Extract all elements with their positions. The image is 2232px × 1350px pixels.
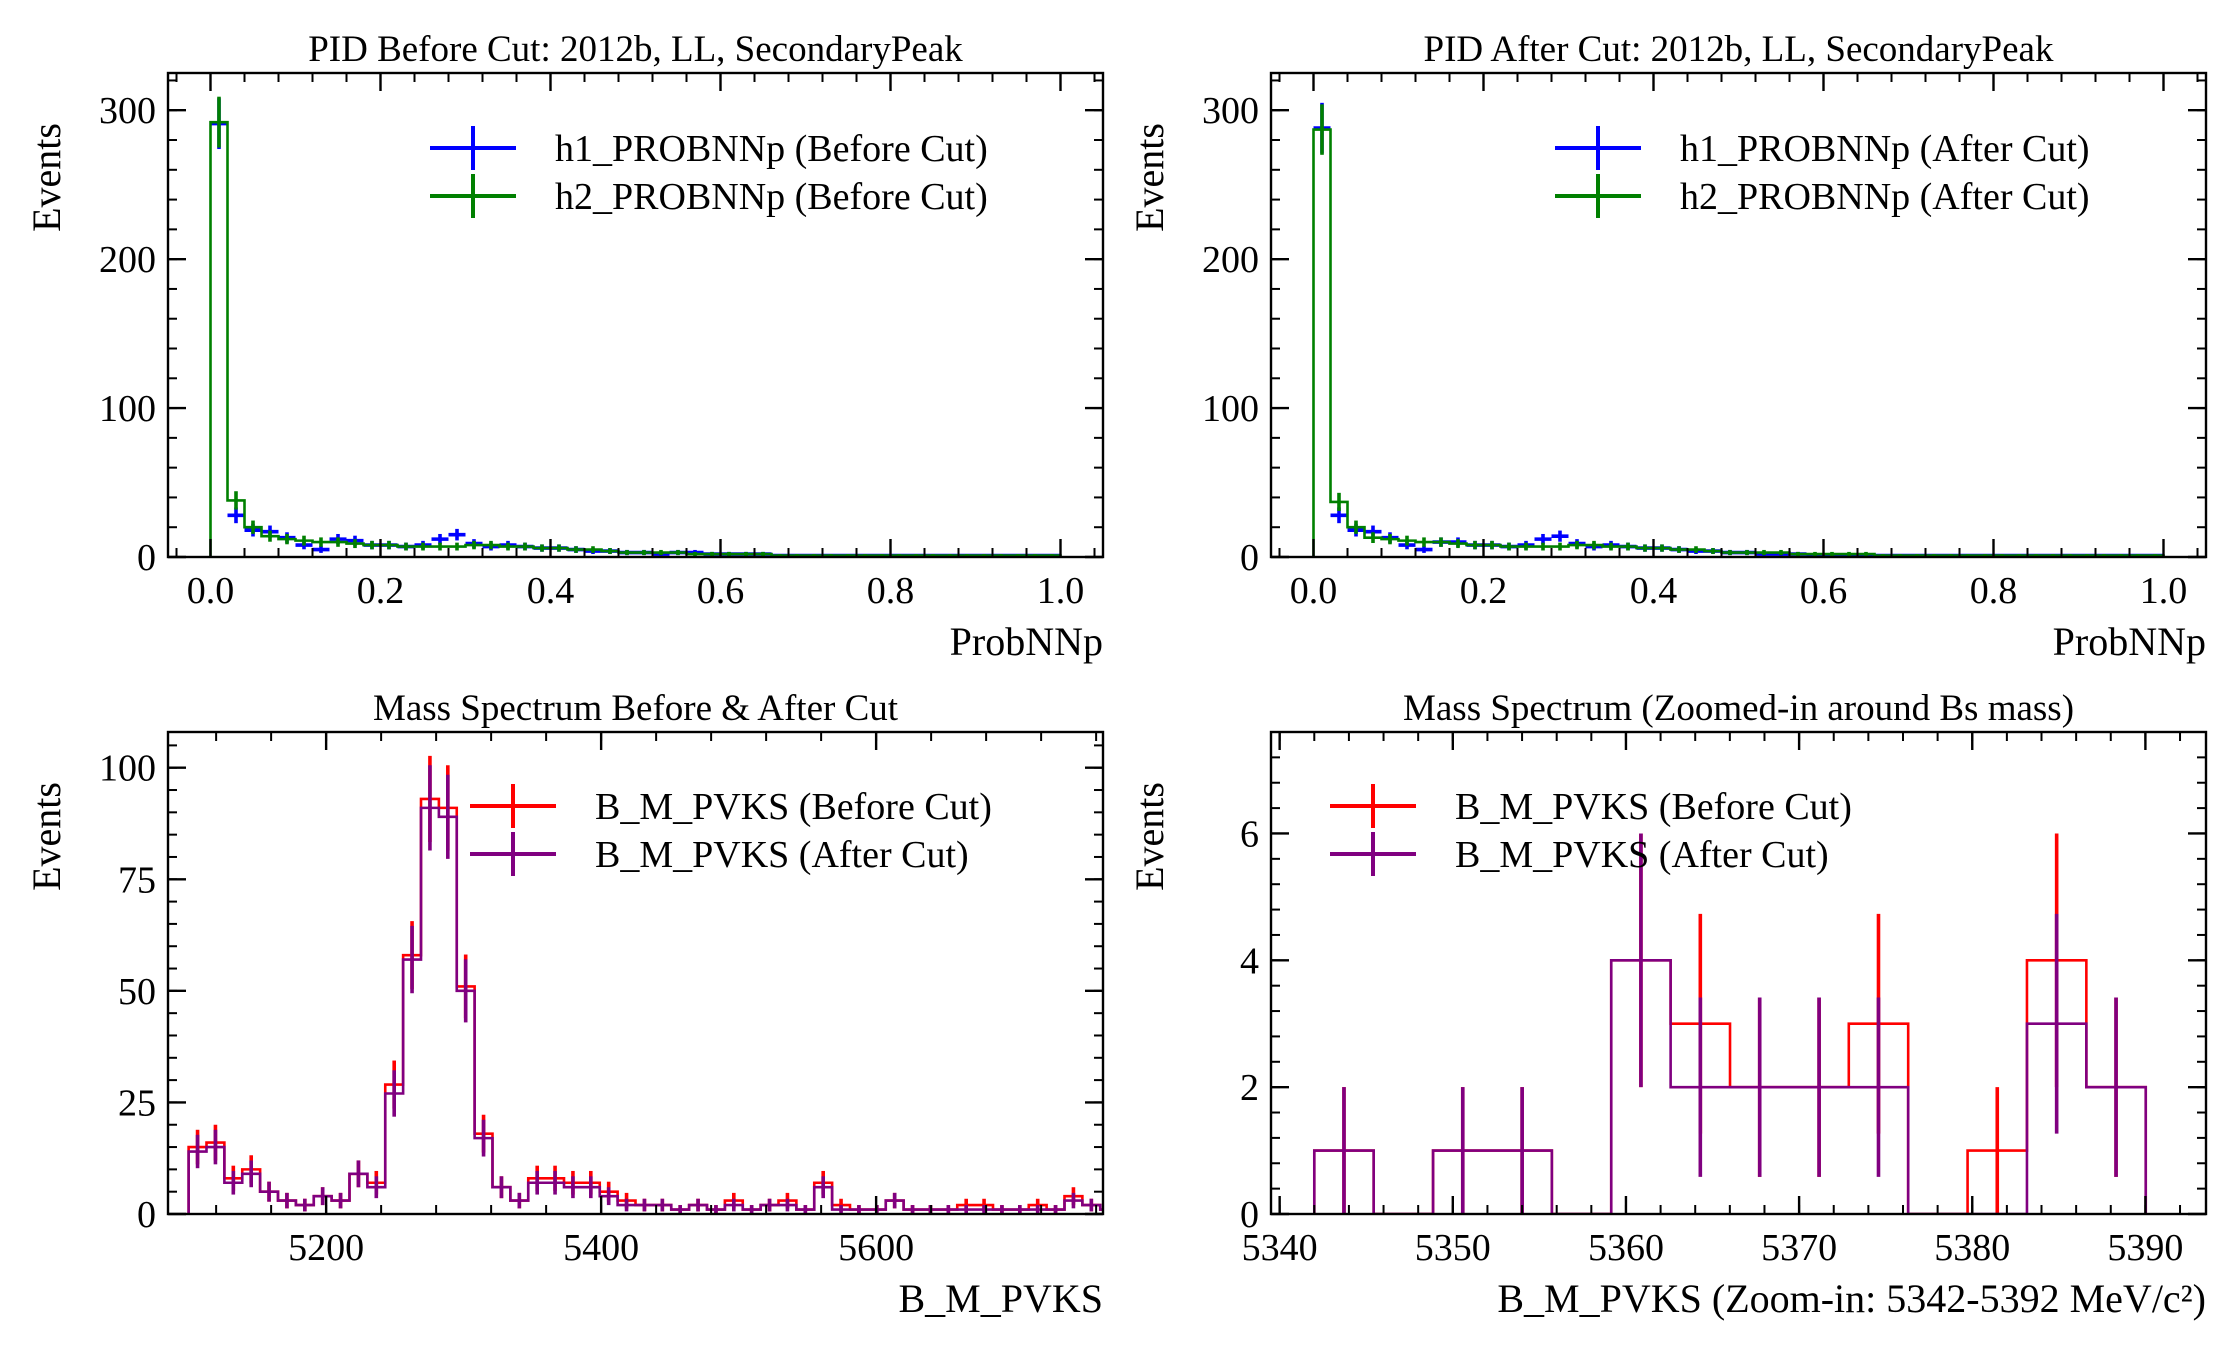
x-tick-label: 5360 — [1588, 1227, 1664, 1269]
series-1 — [1312, 833, 2148, 1214]
y-tick-label: 50 — [118, 971, 156, 1013]
x-axis-label: ProbNNp — [950, 619, 1103, 664]
x-tick-label: 1.0 — [1037, 570, 1085, 612]
series-step-line — [1312, 959, 2148, 1214]
axes-frame — [1269, 730, 2208, 1216]
chart-title: Mass Spectrum Before & After Cut — [373, 688, 899, 729]
x-tick-label: 1.0 — [2140, 570, 2188, 612]
legend-label: B_M_PVKS (After Cut) — [595, 834, 969, 876]
series-1 — [1312, 104, 2165, 557]
x-tick-label: 0.4 — [527, 570, 575, 612]
y-tick-label: 0 — [137, 537, 156, 579]
x-tick-label: 0.2 — [357, 570, 405, 612]
axes-frame — [1269, 71, 2208, 559]
x-tick-label: 5390 — [2107, 1227, 2183, 1269]
legend-entry: h1_PROBNNp (After Cut) — [1555, 126, 2090, 170]
y-tick-label: 100 — [1202, 388, 1259, 430]
legend-label: h1_PROBNNp (Before Cut) — [555, 128, 988, 170]
x-tick-label: 5340 — [1242, 1227, 1318, 1269]
y-axis-label: Events — [1127, 123, 1172, 232]
x-tick-label: 0.2 — [1460, 570, 1508, 612]
x-axis-label: ProbNNp — [2053, 619, 2206, 664]
x-tick-label: 5370 — [1761, 1227, 1837, 1269]
x-tick-label: 0.0 — [1290, 570, 1338, 612]
series-0 — [1312, 833, 2148, 1214]
y-tick-label: 300 — [99, 90, 156, 132]
y-tick-label: 0 — [1240, 537, 1259, 579]
y-tick-label: 0 — [137, 1194, 156, 1236]
x-tick-label: 5350 — [1415, 1227, 1491, 1269]
x-axis-label: B_M_PVKS (Zoom-in: 5342-5392 MeV/c²) — [1497, 1276, 2206, 1321]
chart-mass-spectrum: 5200 5400 5600 0 25 50 75 100 Mass Spectrum Befo… — [24, 688, 1105, 1321]
legend-label: B_M_PVKS (After Cut) — [1455, 834, 1829, 876]
y-tick-label: 200 — [1202, 239, 1259, 281]
x-tick-label: 0.8 — [867, 570, 915, 612]
y-axis-label: Events — [24, 782, 69, 891]
y-tick-label: 100 — [99, 388, 156, 430]
x-axis-label: B_M_PVKS — [898, 1276, 1103, 1321]
chart-pid-before-cut: 0.0 0.2 0.4 0.6 0.8 1.0 0 100 200 300 PID Before C… — [24, 29, 1105, 664]
y-tick-label: 4 — [1240, 940, 1259, 982]
chart-title: PID Before Cut: 2012b, LL, SecondaryPeak — [308, 29, 963, 70]
x-tick-label: 5400 — [563, 1227, 639, 1269]
legend-label: h1_PROBNNp (After Cut) — [1680, 128, 2090, 170]
chart-pid-after-cut: 0.0 0.2 0.4 0.6 0.8 1.0 0 100 200 300 PID After Cu… — [1127, 29, 2208, 664]
series-1 — [187, 765, 1103, 1214]
legend-entry: B_M_PVKS (After Cut) — [1330, 832, 1829, 876]
y-tick-label: 75 — [118, 859, 156, 901]
legend-entry: h2_PROBNNp (Before Cut) — [430, 174, 988, 218]
x-tick-label: 5600 — [838, 1227, 914, 1269]
y-tick-label: 0 — [1240, 1194, 1259, 1236]
y-tick-label: 200 — [99, 239, 156, 281]
series-0 — [1313, 102, 2164, 557]
y-tick-label: 6 — [1240, 813, 1259, 855]
legend-entry: B_M_PVKS (Before Cut) — [1330, 784, 1852, 828]
chart-title: Mass Spectrum (Zoomed-in around Bs mass) — [1403, 688, 2074, 729]
series-1 — [209, 96, 1062, 557]
y-tick-label: 2 — [1240, 1067, 1259, 1109]
legend-label: B_M_PVKS (Before Cut) — [595, 786, 992, 828]
chart-mass-spectrum-zoom: 5340 5350 5360 5370 5380 5390 0 2 4 6 Mass Spectru… — [1127, 688, 2208, 1321]
y-tick-label: 100 — [99, 748, 156, 790]
x-tick-label: 0.4 — [1630, 570, 1678, 612]
legend-label: B_M_PVKS (Before Cut) — [1455, 786, 1852, 828]
x-tick-label: 0.8 — [1970, 570, 2018, 612]
x-tick-label: 0.6 — [697, 570, 745, 612]
y-tick-label: 25 — [118, 1082, 156, 1124]
legend-label: h2_PROBNNp (Before Cut) — [555, 176, 988, 218]
legend-label: h2_PROBNNp (After Cut) — [1680, 176, 2090, 218]
chart-title: PID After Cut: 2012b, LL, SecondaryPeak — [1424, 29, 2054, 70]
axes-frame — [166, 730, 1105, 1216]
y-tick-label: 300 — [1202, 90, 1259, 132]
x-tick-label: 5200 — [288, 1227, 364, 1269]
x-tick-label: 5380 — [1934, 1227, 2010, 1269]
legend-entry: h1_PROBNNp (Before Cut) — [430, 126, 988, 170]
legend-entry: B_M_PVKS (Before Cut) — [470, 784, 992, 828]
axes-frame — [166, 71, 1105, 559]
y-axis-label: Events — [1127, 782, 1172, 891]
x-tick-label: 0.6 — [1800, 570, 1848, 612]
y-axis-label: Events — [24, 123, 69, 232]
x-tick-label: 0.0 — [187, 570, 235, 612]
legend-entry: h2_PROBNNp (After Cut) — [1555, 174, 2090, 218]
legend-entry: B_M_PVKS (After Cut) — [470, 832, 969, 876]
